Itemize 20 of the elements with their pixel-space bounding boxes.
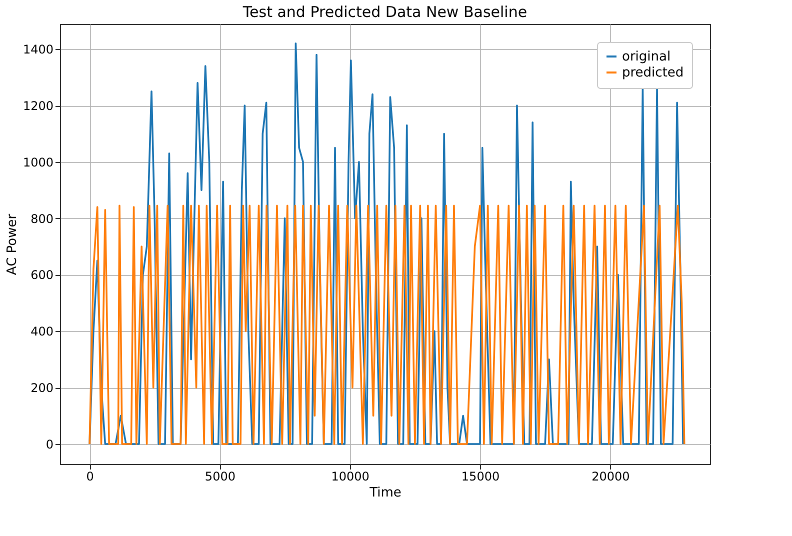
y-tick-label: 1400 — [22, 42, 54, 57]
x-axis-title: Time — [368, 486, 402, 500]
x-tick-label: 0 — [86, 470, 94, 484]
line-series — [88, 204, 686, 445]
y-tick-label: 1000 — [22, 155, 54, 170]
legend-label: predicted — [622, 66, 684, 80]
x-tick-label: 10000 — [331, 470, 370, 484]
y-tick-label: 0 — [46, 437, 54, 452]
chart-title: Test and Predicted Data New Baseline — [242, 3, 528, 21]
y-tick-label: 400 — [30, 324, 54, 339]
y-tick-label: 600 — [30, 268, 54, 282]
x-tick-label: 15000 — [461, 470, 500, 484]
y-tick-label: 200 — [30, 381, 54, 396]
y-axis-title: AC Power — [4, 213, 20, 276]
line-series — [88, 42, 684, 445]
y-tick-label: 1200 — [22, 99, 54, 114]
legend-label: original — [622, 50, 671, 64]
y-tick-label: 800 — [30, 212, 54, 226]
x-tick-label: 20000 — [592, 470, 630, 484]
x-tick-label: 5000 — [204, 470, 236, 484]
